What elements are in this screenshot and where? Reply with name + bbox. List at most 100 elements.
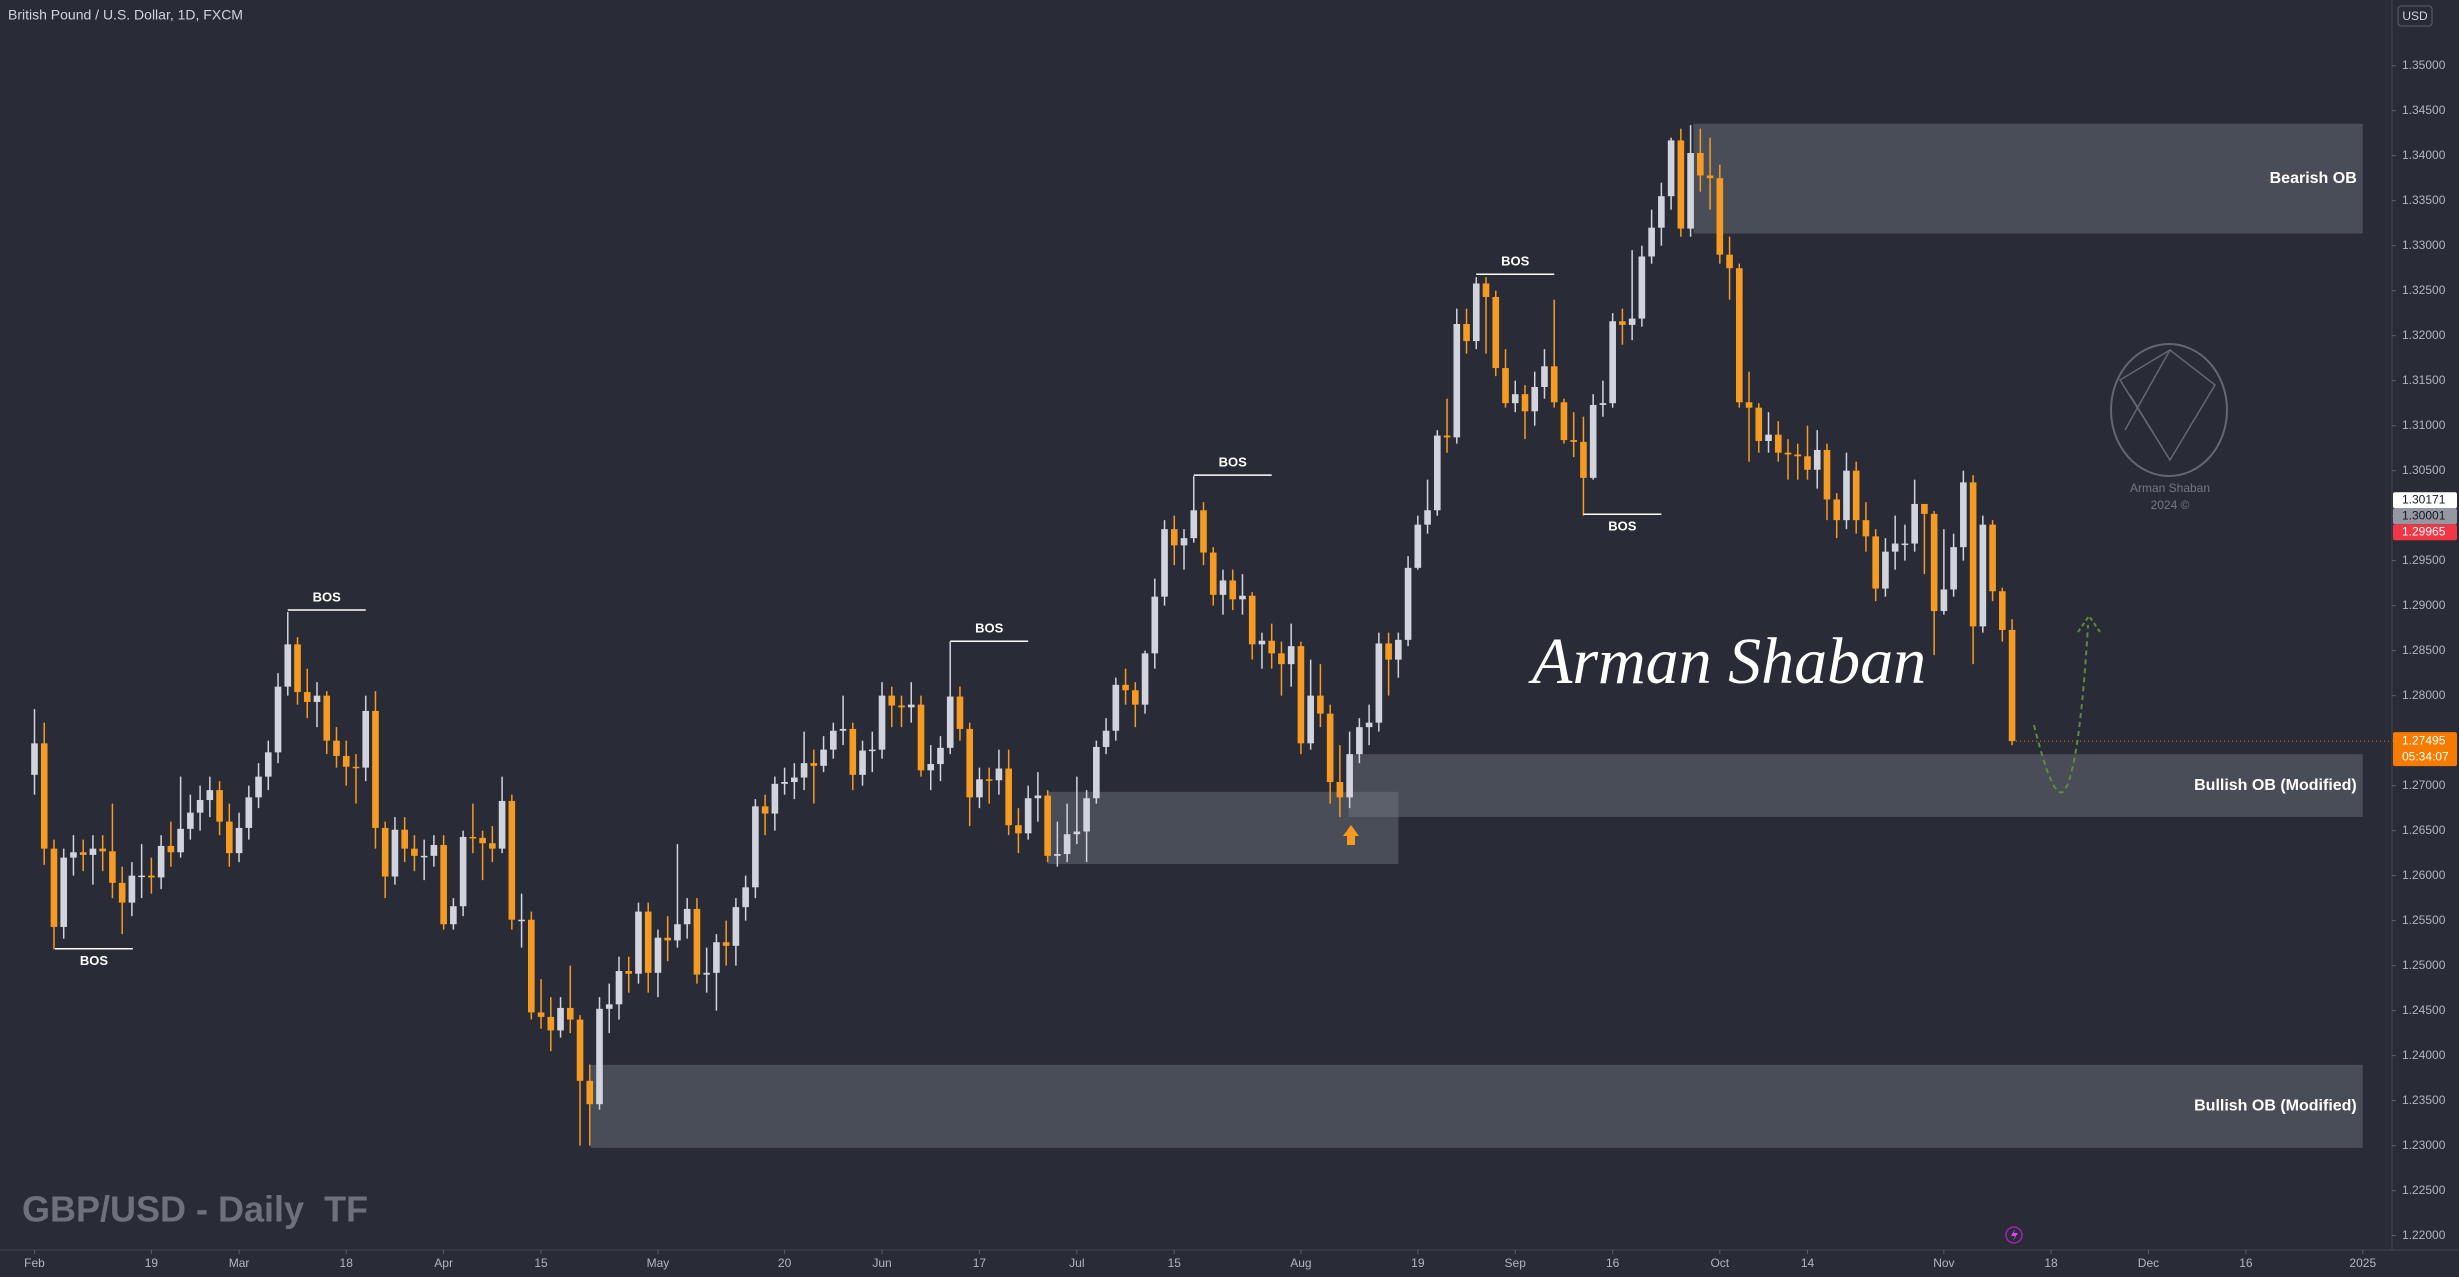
candle-body [1482, 283, 1490, 297]
y-tick-label: 1.25000 [2402, 958, 2446, 972]
candle-body [323, 695, 331, 741]
candle-body [1901, 543, 1909, 546]
order-block [1348, 754, 2363, 817]
candle-body [1765, 434, 1772, 441]
y-tick-label: 1.28000 [2402, 688, 2446, 702]
order-block-label: Bearish OB [2270, 170, 2357, 187]
candle-body [664, 937, 672, 941]
candle-body [1502, 368, 1509, 404]
y-tick-label: 1.26000 [2402, 868, 2446, 882]
candle-body [1774, 434, 1782, 453]
x-tick-label: 18 [340, 1256, 354, 1270]
axes: 1.22000 1.22500 1.23000 1.23500 1.24000 1.245… [24, 58, 2457, 1270]
candle-body [1180, 538, 1188, 546]
candle-body [1200, 510, 1207, 553]
y-tick-label: 1.22000 [2402, 1228, 2446, 1242]
candle-body [138, 875, 145, 878]
candle-body [216, 790, 223, 822]
candle-body [1404, 567, 1412, 640]
y-tick-label: 1.28500 [2402, 643, 2446, 657]
candle-body [1843, 470, 1850, 521]
y-tick-label: 1.35000 [2402, 58, 2446, 72]
candle-body [566, 1007, 574, 1020]
event-icon[interactable] [2005, 1226, 2023, 1244]
annotations: BOS BOS BOS BOS BOS BOS [54, 254, 2392, 968]
candle-body [878, 695, 886, 750]
candle-body [226, 821, 233, 854]
candle-body [489, 843, 496, 849]
candle-body [235, 827, 243, 854]
x-tick-label: Aug [1290, 1256, 1311, 1270]
candle-body [722, 942, 730, 946]
candle-body [518, 919, 525, 922]
candle-body [810, 763, 818, 766]
candle-body [1541, 366, 1548, 387]
candle-body [1463, 323, 1470, 342]
candle-body [1278, 653, 1285, 665]
candle-body [313, 695, 321, 702]
x-tick-label: 14 [1801, 1256, 1815, 1270]
candle-body [1005, 768, 1012, 826]
logo-lines [2118, 349, 2216, 462]
candle-body [820, 749, 827, 766]
candle-body [1248, 595, 1256, 645]
candle-body [352, 766, 360, 769]
bos-label: BOS [80, 953, 109, 968]
candle-body [187, 812, 194, 829]
candle-body [1648, 227, 1655, 257]
x-tick-label: Mar [229, 1256, 250, 1270]
y-tick-label: 1.34500 [2402, 103, 2446, 117]
candle-body [1492, 296, 1500, 369]
candle-body [1940, 589, 1948, 612]
candle-body [1073, 831, 1081, 835]
candle-body [1054, 854, 1061, 856]
candle-body [1063, 834, 1071, 855]
candle-body [1794, 454, 1802, 457]
y-tick-label: 1.29500 [2402, 553, 2446, 567]
candle-body [1697, 152, 1704, 176]
candle-body [1989, 524, 1996, 592]
candle-body [440, 845, 447, 925]
candle-body [469, 836, 477, 839]
candle-body [1317, 695, 1324, 714]
candle-body [956, 696, 964, 729]
candle-body [498, 800, 506, 849]
logo-year: 2024 © [2151, 498, 2190, 512]
x-tick-label: May [647, 1256, 670, 1270]
bos-label: BOS [313, 589, 342, 604]
candle-body [1560, 402, 1568, 441]
currency[interactable]: USD [2402, 9, 2428, 23]
candle-body [1326, 713, 1334, 783]
candle-body [1015, 825, 1022, 834]
y-tick-label: 1.30500 [2402, 463, 2446, 477]
candle-body [1083, 798, 1090, 832]
candle-body [284, 644, 292, 687]
candle-body [1287, 646, 1295, 665]
y-tick-label: 1.23500 [2402, 1093, 2446, 1107]
candle-body [420, 855, 428, 858]
y-tick-label: 1.26500 [2402, 823, 2446, 837]
candle-body [937, 747, 944, 765]
candle-body [888, 695, 896, 706]
candle-body [1852, 470, 1860, 521]
candle-body [303, 692, 311, 702]
candle-body [1346, 754, 1353, 798]
candle-body [430, 845, 438, 856]
x-tick-label: 16 [1606, 1256, 1620, 1270]
candle-body [1687, 152, 1694, 229]
candle-body [1921, 503, 1928, 514]
price-tag-label: 1.30001 [2402, 508, 2446, 522]
price-tag-label: 1.29965 [2402, 524, 2446, 538]
candle-body [1521, 394, 1529, 412]
candle-body [1823, 449, 1831, 500]
candle-body [1453, 323, 1461, 438]
candle-body [1804, 456, 1811, 470]
currency-box[interactable] [2397, 5, 2433, 27]
candle-body [1813, 449, 1821, 470]
candle-body [1375, 643, 1383, 723]
candle-body [800, 763, 808, 778]
bos-label: BOS [1608, 519, 1637, 534]
y-tick-label: 1.34000 [2402, 148, 2446, 162]
candle-body [1667, 140, 1675, 197]
x-tick-label: 2025 [2349, 1256, 2376, 1270]
